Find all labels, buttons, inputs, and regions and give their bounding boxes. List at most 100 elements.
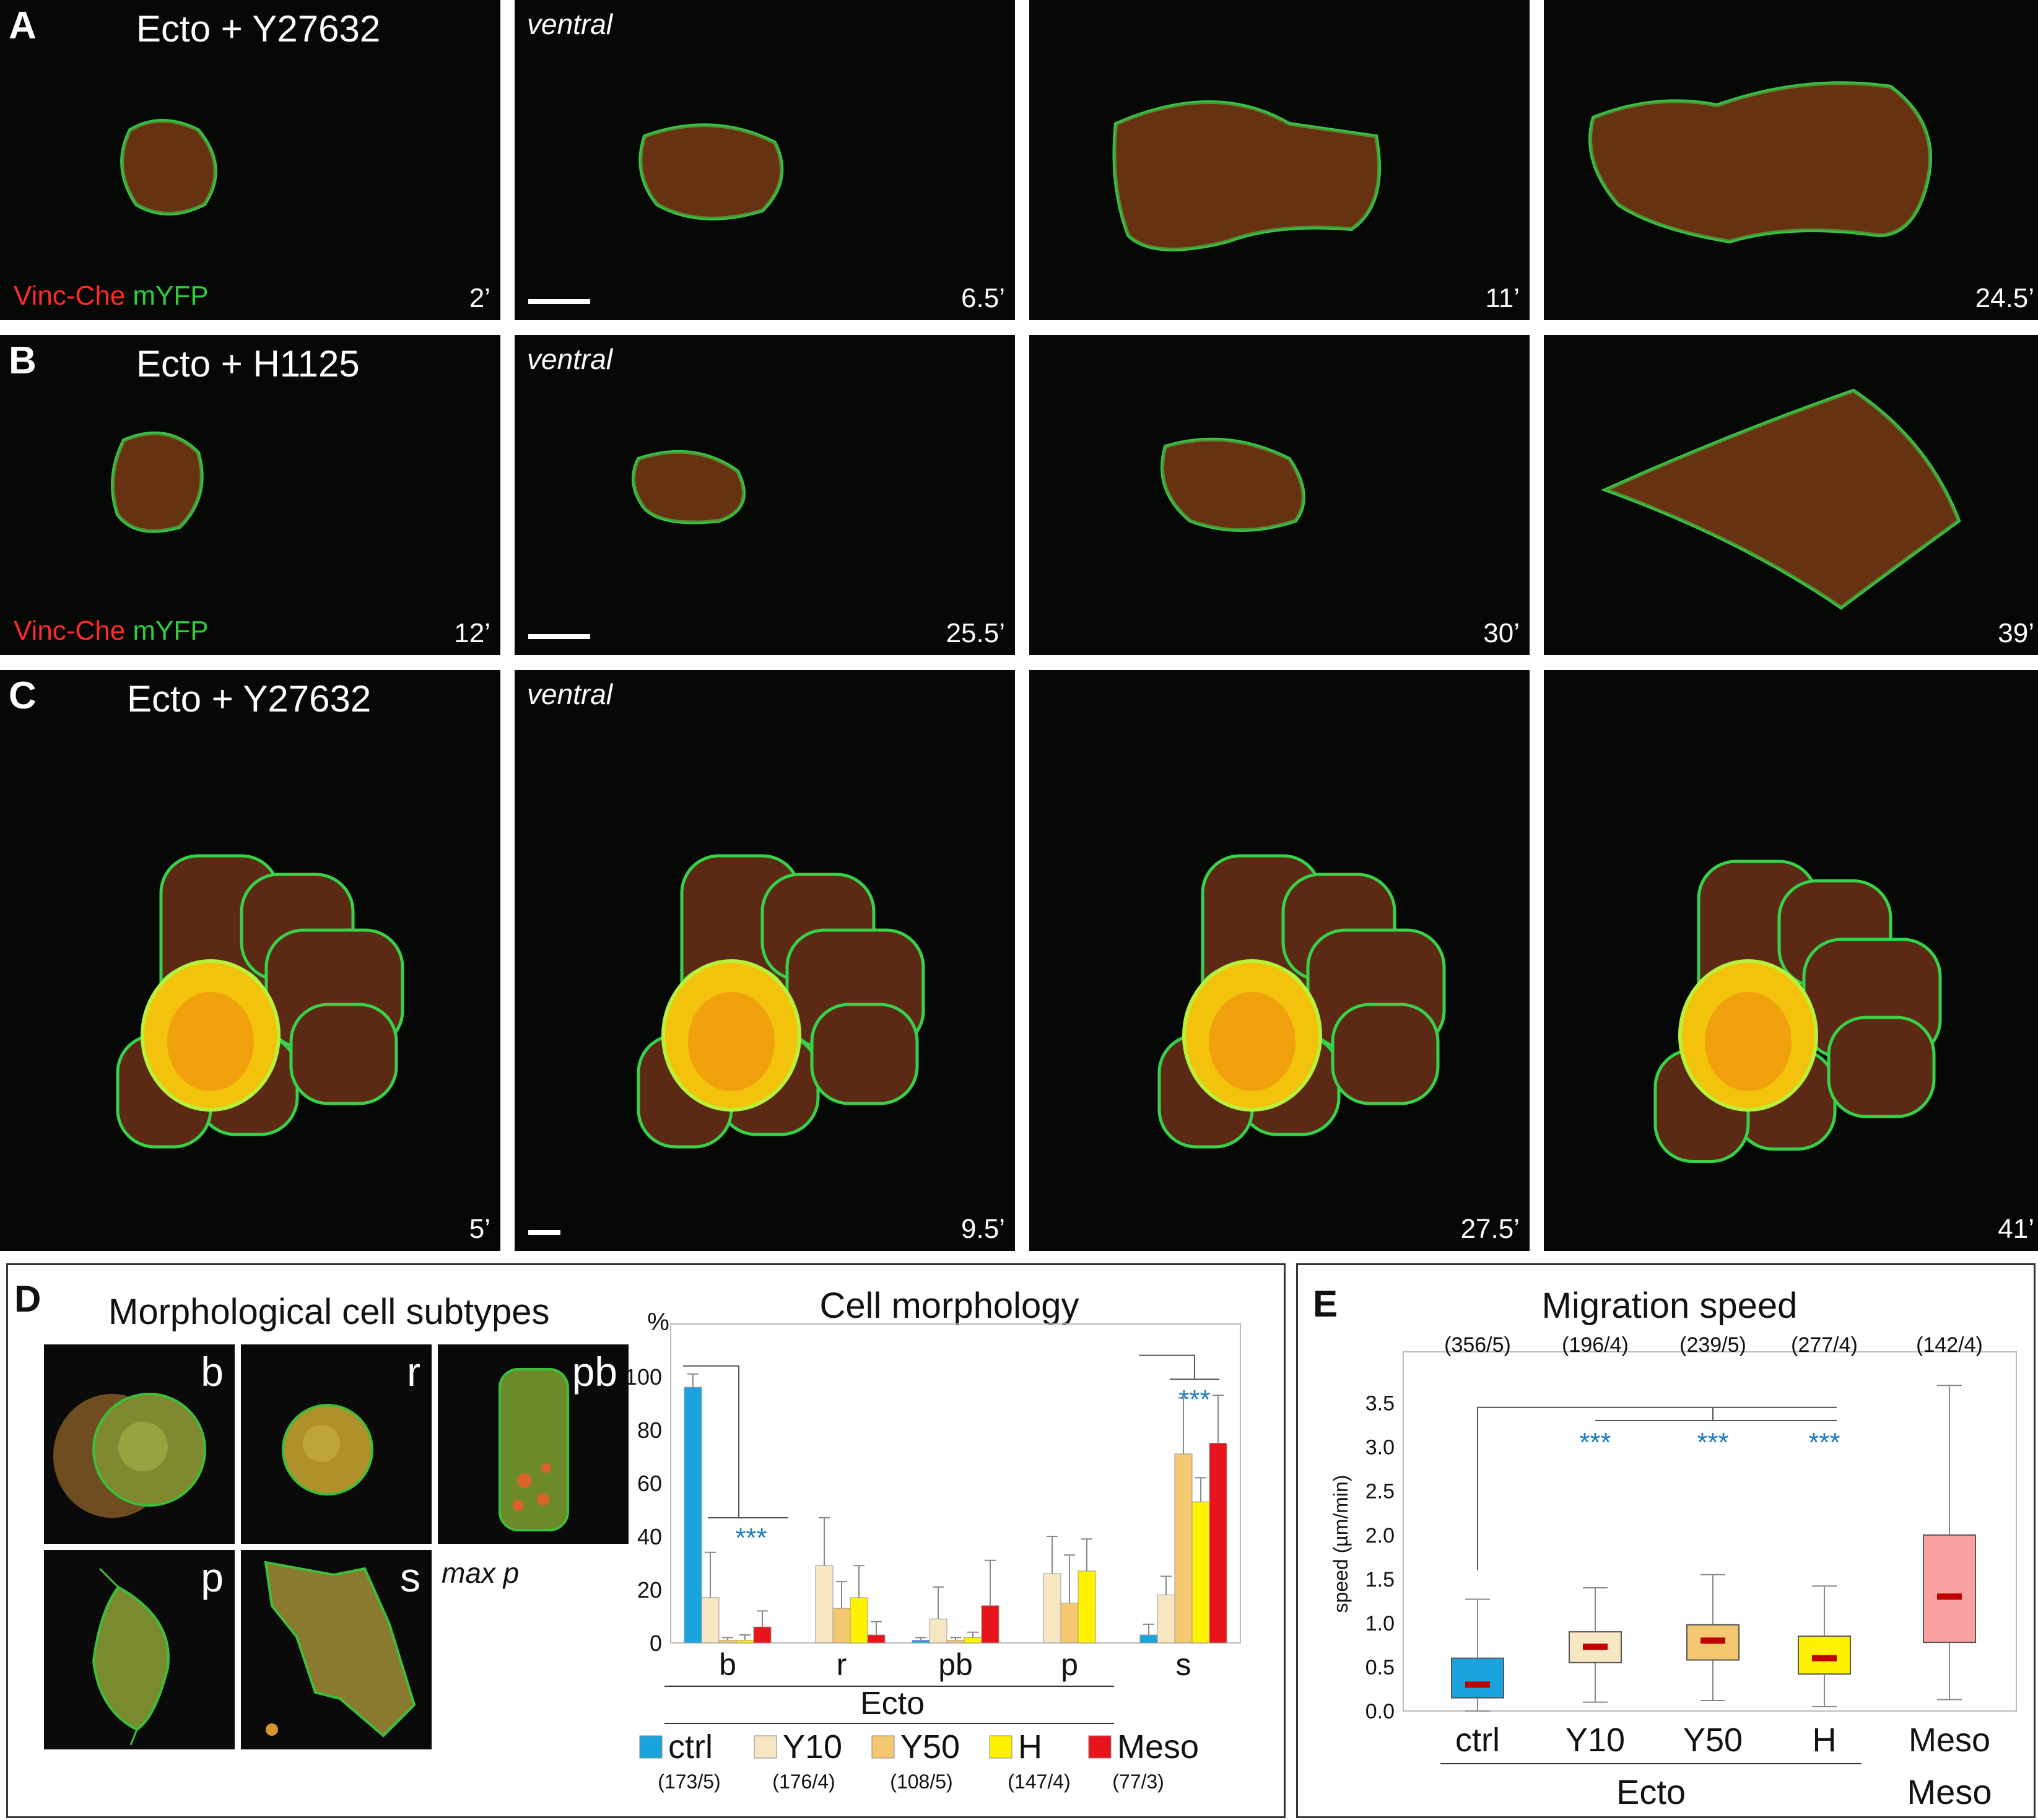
legend-swatch-Y10 [754,1735,777,1759]
y-tick: 0.5 [1365,1656,1395,1679]
x-tick: Meso [1909,1722,1990,1759]
error-bar [1195,1477,1206,1502]
error-bar [1178,1397,1189,1454]
bar-H-r [850,1597,868,1644]
bar-Y10-p [1043,1573,1061,1644]
ventral-label: ventral [527,678,613,710]
legend-n: (147/4) [1008,1770,1070,1793]
bar-Y50-p [1060,1603,1079,1644]
error-bar [705,1551,716,1598]
micrograph-b-1: B Ecto + H1125 Vinc-Che mYFP 12’ [0,335,500,655]
x-tick: pb [938,1647,973,1682]
bar-Y10-r [815,1565,834,1644]
x-tick: b [719,1647,736,1682]
thumb-b-label: b [201,1349,224,1395]
x-tick: Y50 [1683,1722,1743,1759]
row-title: Ecto + H1125 [136,343,360,385]
timestamp: 2’ [469,283,490,313]
micrograph-c-1: C Ecto + Y27632 5’ [0,670,500,1251]
error-bar [853,1565,864,1598]
micrograph-a-2: ventral 6.5’ [515,0,1015,320]
bar-Meso-b [753,1626,772,1644]
row-label: C [9,674,37,717]
channel-legend: Vinc-Che mYFP [14,281,209,311]
error-bar [757,1610,768,1627]
bar-H-p [1078,1570,1096,1644]
y-tick: 3.0 [1365,1436,1395,1460]
y-tick: 20 [637,1577,662,1603]
y-tick: 40 [637,1524,662,1549]
y-tick: 2.0 [1365,1524,1395,1548]
y-tick: 1.0 [1365,1612,1395,1635]
micrograph-b-3: 30’ [1029,335,1530,655]
panel-d: D Morphological cell subtypes b r pb p s… [6,1263,1286,1818]
legend-n: (108/5) [890,1770,952,1793]
micrograph-b-2: ventral 25.5’ [515,335,1015,655]
row-title: Ecto + Y27632 [127,678,372,720]
ventral-label: ventral [527,343,613,375]
error-bar [1064,1554,1075,1603]
y-axis-label: speed (µm/min) [1330,1475,1352,1613]
scale-bar [528,634,590,639]
legend-swatch-ctrl [639,1735,663,1759]
legend-n: (77/3) [1112,1770,1164,1793]
x-tick: r [837,1647,847,1682]
bar-Y10-s [1157,1595,1175,1644]
legend-label: ctrl [668,1728,713,1766]
x-tick: p [1061,1647,1078,1682]
micrograph-c-2: ventral 9.5’ [515,670,1015,1251]
bar-Y50-s [1174,1453,1193,1644]
legend-label: Y10 [783,1728,842,1766]
row-label: B [9,339,37,382]
legend-n: (173/5) [658,1770,720,1793]
legend-green: mYFP [133,281,209,311]
bar-Meso-pb [981,1605,999,1644]
channel-legend: Vinc-Che mYFP [14,616,209,647]
micrograph-a-4: 24.5’ [1544,0,2038,320]
chart-title: Migration speed [1542,1286,1798,1326]
group-label-ecto: Ecto [1616,1772,1686,1811]
group-label-ecto: Ecto [860,1686,925,1722]
legend-n: (176/4) [772,1770,835,1793]
thumb-p: p [44,1550,235,1749]
sample-size: (277/4) [1791,1333,1858,1357]
error-bar [1143,1623,1154,1635]
timestamp: 24.5’ [1975,283,2034,313]
sample-size: (239/5) [1679,1333,1746,1357]
whisker-H [1812,1585,1837,1707]
box-ctrl [1451,1657,1504,1699]
timestamp: 25.5’ [946,618,1005,648]
y-tick: 0 [650,1631,662,1656]
panel-e: E Migration speed 0.0 0.5 1.0 1.5 2.0 2.5 3.0 3.… [1296,1263,2036,1818]
error-bar [933,1586,944,1619]
significance-stars: *** [735,1523,767,1553]
y-tick: 3.5 [1365,1392,1395,1416]
thumb-r: r [241,1344,432,1544]
sample-size: (356/5) [1444,1333,1511,1357]
y-tick: 1.5 [1365,1568,1395,1591]
migration-speed-chart: Migration speed 0.0 0.5 1.0 1.5 2.0 2.5 3.0 3.5 s… [1330,1286,2017,1811]
bar-ctrl-s [1139,1634,1158,1644]
chart-title: Cell morphology [819,1286,1079,1326]
cell-morphology-chart: Cell morphology% 0 20 40 60 80 100 b r pb p s *** ***… [627,1286,1241,1793]
bar-H-b [736,1640,754,1644]
bar-Y10-pb [929,1618,947,1644]
error-bar [1213,1395,1224,1443]
error-bar [915,1637,926,1640]
bar-H-pb [964,1637,982,1644]
micrograph-c-3: 27.5’ [1029,670,1530,1251]
significance-stars: *** [1178,1385,1210,1415]
significance-stars: *** [1579,1427,1611,1458]
sample-size: (142/4) [1916,1333,1983,1357]
timestamp: 11’ [1485,283,1520,313]
thumb-s: s [241,1550,432,1749]
error-bar [836,1581,847,1609]
significance-stars: *** [1697,1427,1728,1458]
bar-Y50-pb [946,1640,965,1644]
error-bar [1161,1575,1172,1595]
timestamp: 6.5’ [961,283,1005,313]
bar-Meso-s [1209,1443,1227,1644]
group-label-meso: Meso [1907,1772,1992,1811]
bar-ctrl-pb [912,1640,930,1644]
legend-label: H [1018,1728,1042,1766]
